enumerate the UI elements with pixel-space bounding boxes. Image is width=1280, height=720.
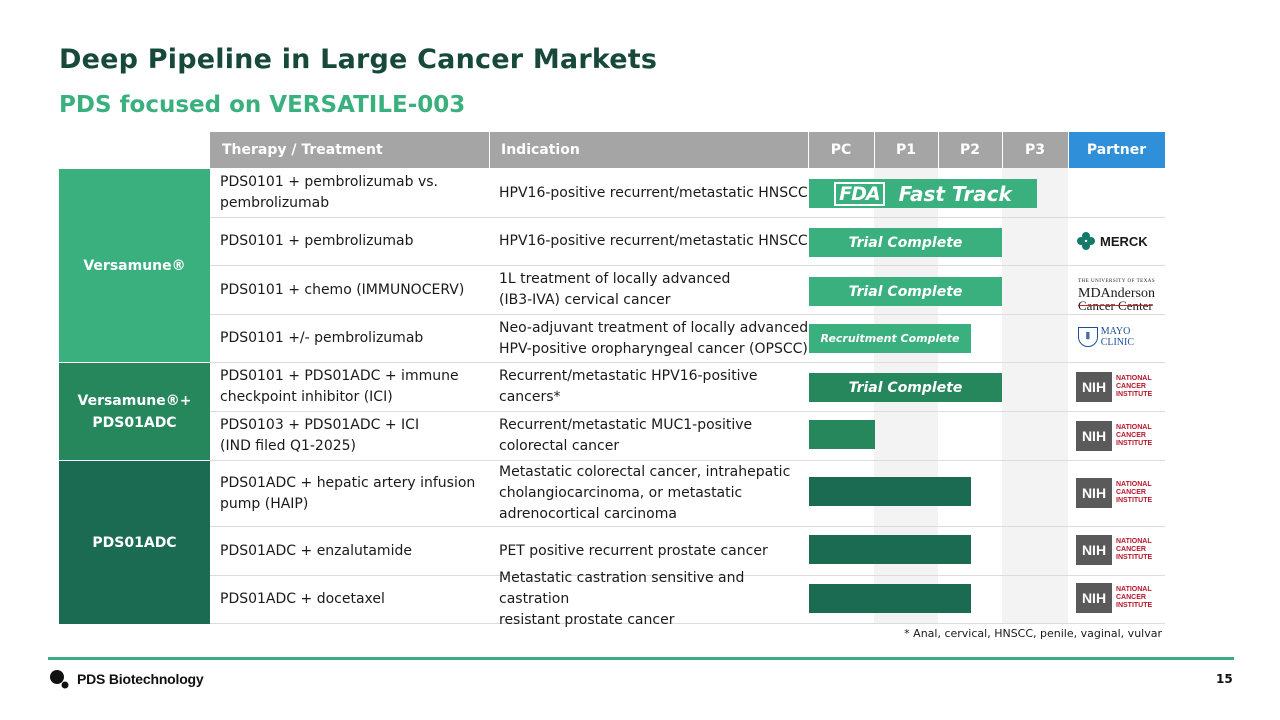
phase-bar	[809, 477, 971, 506]
indication-cell: Neo-adjuvant treatment of locally advanc…	[499, 319, 809, 357]
nih-box-icon: NIH	[1076, 478, 1112, 508]
header-p3: P3	[1002, 132, 1068, 168]
mda-big-text: MDAnderson	[1078, 286, 1155, 301]
page-number: 15	[1216, 672, 1233, 686]
merck-text: MERCK	[1100, 233, 1148, 249]
nih-box-icon: NIH	[1076, 421, 1112, 451]
indication-cell: HPV16-positive recurrent/metastatic HNSC…	[499, 233, 808, 249]
nci-text: NATIONAL CANCER INSTITUTE	[1116, 586, 1153, 609]
phase-bar	[809, 535, 971, 564]
row-divider	[210, 460, 1165, 461]
nih-box-icon: NIH	[1076, 372, 1112, 402]
md-anderson-logo: THE UNIVERSITY OF TEXAS MDAnderson Cance…	[1078, 276, 1155, 312]
phase-bar: Trial Complete	[809, 228, 1002, 257]
pds-logo-icon	[50, 670, 69, 689]
row-divider	[210, 411, 1165, 412]
company-logo: PDS Biotechnology	[49, 669, 204, 689]
nci-text: NATIONAL CANCER INSTITUTE	[1116, 481, 1153, 504]
nih-nci-logo: NIH NATIONAL CANCER INSTITUTE	[1076, 372, 1152, 402]
therapy-cell: PDS0103 + PDS01ADC + ICI (IND filed Q1-2…	[220, 417, 420, 454]
indication-cell: Recurrent/metastatic HPV16-positive canc…	[499, 368, 758, 405]
header-divider	[1068, 132, 1069, 168]
row-divider	[210, 217, 1165, 218]
nci-text: NATIONAL CANCER INSTITUTE	[1116, 424, 1153, 447]
page-title: Deep Pipeline in Large Cancer Markets	[59, 44, 658, 75]
band-versamune: Versamune®	[59, 169, 210, 362]
therapy-cell: PDS0101 +/- pembrolizumab	[220, 330, 424, 346]
indication-cell: PET positive recurrent prostate cancer	[499, 542, 768, 559]
row-divider	[210, 362, 1165, 363]
header-pc: PC	[808, 132, 874, 168]
indication-cell: Recurrent/metastatic MUC1-positive color…	[499, 417, 753, 454]
footer-divider	[48, 657, 1234, 660]
therapy-cell: PDS0101 + pembrolizumab	[220, 233, 414, 249]
therapy-cell: PDS01ADC + docetaxel	[220, 591, 385, 607]
nih-nci-logo: NIH NATIONAL CANCER INSTITUTE	[1076, 421, 1152, 451]
header-divider	[489, 132, 490, 168]
indication-cell: 1L treatment of locally advanced (IB3-IV…	[499, 271, 731, 308]
header-indication: Indication	[489, 132, 808, 168]
fast-track-label: Fast Track	[898, 181, 1012, 206]
company-name: PDS Biotechnology	[77, 671, 204, 687]
indication-cell: Metastatic castration sensitive and cast…	[499, 570, 745, 628]
nih-nci-logo: NIH NATIONAL CANCER INSTITUTE	[1076, 583, 1152, 613]
therapy-cell: PDS0101 + PDS01ADC + immune checkpoint i…	[220, 368, 459, 405]
phase-bar	[809, 420, 875, 449]
header-divider	[1002, 132, 1003, 168]
therapy-cell: PDS01ADC + hepatic artery infusion pump …	[220, 474, 476, 512]
header-divider	[938, 132, 939, 168]
phase-bar: Trial Complete	[809, 373, 1002, 402]
nci-text: NATIONAL CANCER INSTITUTE	[1116, 375, 1153, 398]
nih-box-icon: NIH	[1076, 535, 1112, 565]
pipeline-table: Therapy / Treatment Indication PC P1 P2 …	[59, 132, 1165, 628]
band-versamune-pds01adc: Versamune®+ PDS01ADC	[59, 363, 210, 460]
therapy-cell: PDS01ADC + enzalutamide	[220, 542, 412, 559]
header-p1: P1	[874, 132, 938, 168]
mda-cc-text: Cancer Center	[1078, 298, 1153, 313]
indication-cell: HPV16-positive recurrent/metastatic HNSC…	[499, 184, 808, 201]
merck-icon	[1077, 232, 1095, 250]
mayo-shield-icon: ⦀	[1078, 327, 1098, 347]
row-divider	[210, 575, 1165, 576]
mayo-text: MAYO CLINIC	[1100, 326, 1135, 348]
merck-logo: MERCK	[1077, 232, 1148, 250]
mayo-clinic-logo: ⦀ MAYO CLINIC	[1078, 326, 1165, 348]
nih-nci-logo: NIH NATIONAL CANCER INSTITUTE	[1076, 535, 1152, 565]
row-divider	[210, 623, 1165, 624]
nih-nci-logo: NIH NATIONAL CANCER INSTITUTE	[1076, 478, 1152, 508]
row-divider	[210, 526, 1165, 527]
band-pds01adc: PDS01ADC	[59, 461, 210, 624]
p3-column-shade	[1002, 168, 1068, 624]
row-divider	[210, 314, 1165, 315]
header-divider	[808, 132, 809, 168]
page-subtitle: PDS focused on VERSATILE-003	[59, 92, 466, 118]
phase-bar: Trial Complete	[809, 277, 1002, 306]
header-therapy: Therapy / Treatment	[210, 132, 489, 168]
nih-box-icon: NIH	[1076, 583, 1112, 613]
therapy-cell: PDS0101 + chemo (IMMUNOCERV)	[220, 281, 465, 298]
footnote: * Anal, cervical, HNSCC, penile, vaginal…	[904, 627, 1162, 640]
nci-text: NATIONAL CANCER INSTITUTE	[1116, 538, 1153, 561]
mda-small-text: THE UNIVERSITY OF TEXAS	[1078, 279, 1156, 284]
row-divider	[210, 265, 1165, 266]
fda-fast-track-badge: FDA Fast Track	[809, 179, 1037, 208]
header-divider	[874, 132, 875, 168]
indication-cell: Metastatic colorectal cancer, intrahepat…	[499, 464, 791, 522]
fda-logo-icon: FDA	[834, 181, 885, 206]
header-p2: P2	[938, 132, 1002, 168]
header-partner: Partner	[1068, 132, 1165, 168]
therapy-cell: PDS0101 + pembrolizumab vs. pembrolizuma…	[220, 174, 438, 211]
phase-bar: Recruitment Complete	[809, 324, 971, 353]
phase-bar	[809, 584, 971, 613]
